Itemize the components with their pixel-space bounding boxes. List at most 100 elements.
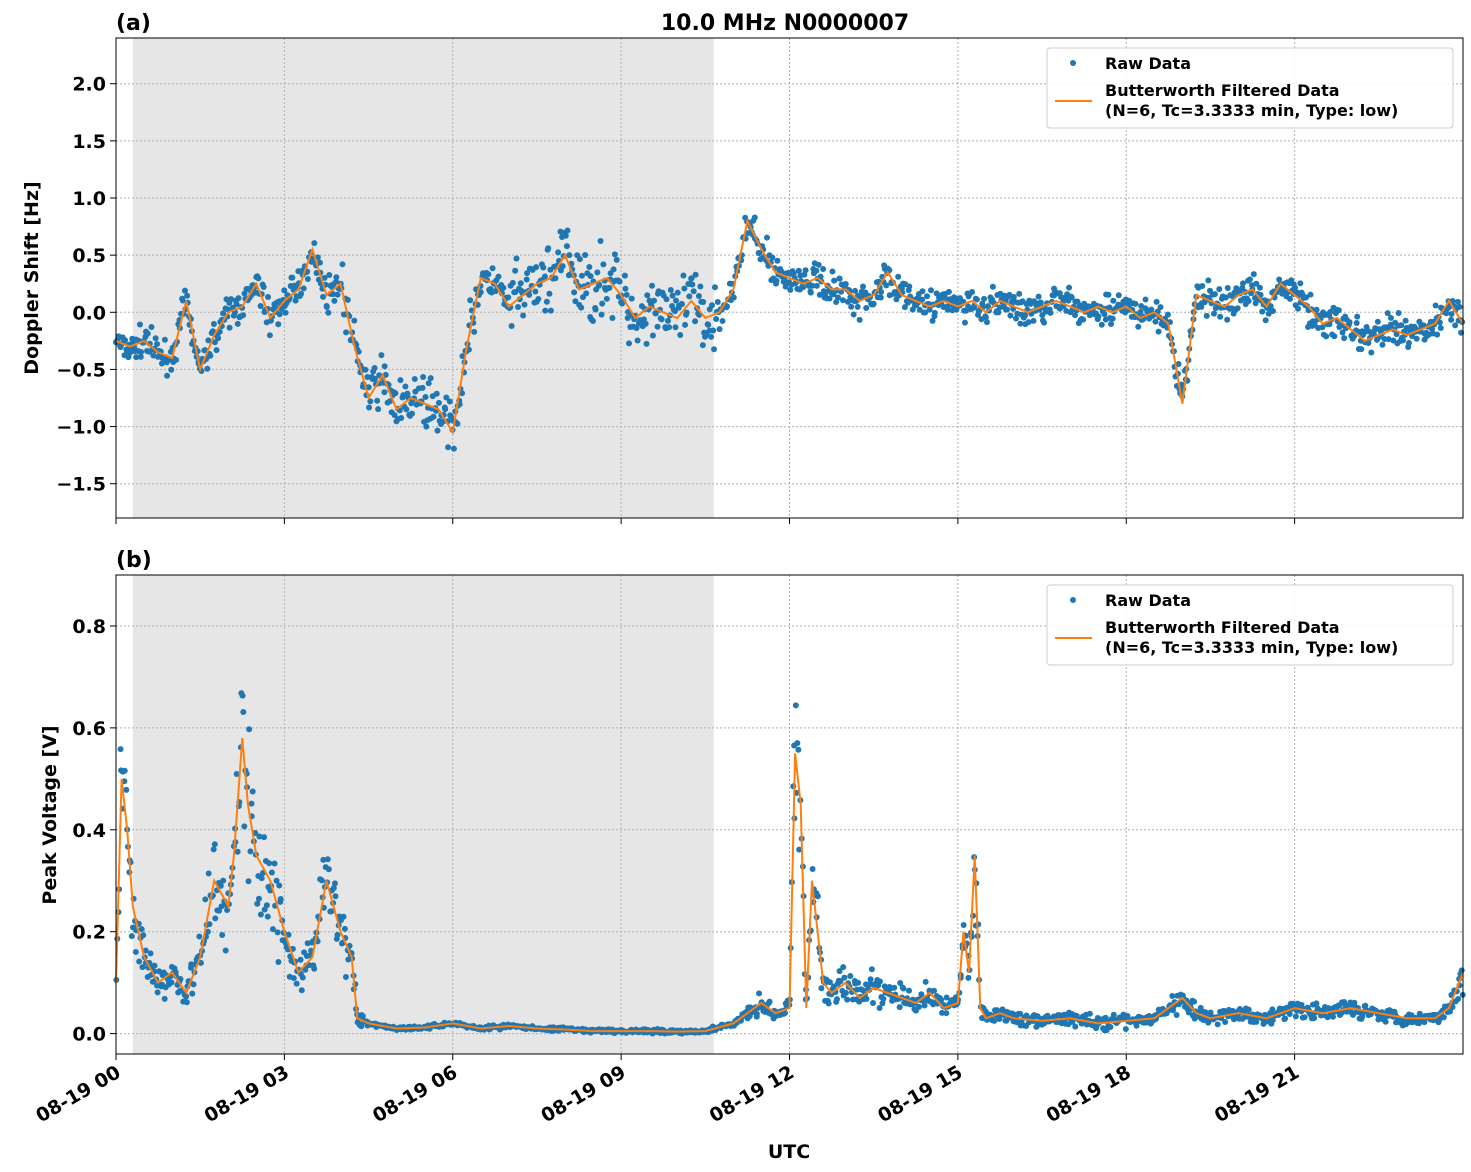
raw-data-point <box>820 266 827 273</box>
raw-data-point <box>578 272 585 279</box>
raw-data-point <box>897 979 904 986</box>
raw-data-point <box>1413 335 1420 342</box>
raw-data-point <box>148 323 155 330</box>
raw-data-point <box>690 288 697 295</box>
raw-data-point <box>1447 1008 1454 1015</box>
raw-data-point <box>341 925 348 932</box>
raw-data-point <box>526 291 533 298</box>
raw-data-point <box>216 907 223 914</box>
raw-data-point <box>381 389 388 396</box>
raw-data-point <box>330 291 337 298</box>
raw-data-point <box>841 974 848 981</box>
raw-data-point <box>1405 340 1412 347</box>
panel-voltage: (b) 0.0 0.2 0.4 0.6 0.8 Peak Voltage [V] Raw… <box>39 548 1466 1060</box>
y-tick-label: 1.5 <box>72 131 106 153</box>
raw-data-point <box>800 284 807 291</box>
raw-data-point <box>189 990 196 997</box>
raw-data-point <box>268 869 275 876</box>
raw-data-point <box>666 324 673 331</box>
raw-data-point <box>1455 996 1462 1003</box>
raw-data-point <box>196 933 203 940</box>
raw-data-point <box>258 875 265 882</box>
raw-data-point <box>183 999 190 1006</box>
raw-data-point <box>1214 1021 1221 1028</box>
raw-data-point <box>1155 328 1162 335</box>
raw-data-point <box>973 296 980 303</box>
raw-data-point <box>724 303 731 310</box>
legend-b: Raw Data Butterworth Filtered Data (N=6,… <box>1046 584 1454 666</box>
raw-data-point <box>943 994 950 1001</box>
raw-data-point <box>128 933 135 940</box>
raw-data-point <box>856 316 863 323</box>
raw-data-point <box>1203 312 1210 319</box>
raw-data-point <box>855 979 862 986</box>
raw-data-point <box>1132 300 1139 307</box>
raw-data-point <box>367 398 374 405</box>
raw-data-point <box>430 413 437 420</box>
raw-data-point <box>147 950 154 957</box>
raw-data-point <box>598 311 605 318</box>
x-tick-label: 08-19 00 <box>32 1061 124 1127</box>
raw-data-point <box>787 286 794 293</box>
raw-data-point <box>658 316 665 323</box>
raw-data-point <box>582 251 589 258</box>
raw-data-point <box>943 1010 950 1017</box>
raw-data-point <box>643 340 650 347</box>
raw-data-point <box>773 277 780 284</box>
raw-data-point <box>1191 998 1198 1005</box>
raw-data-point <box>1286 1010 1293 1017</box>
raw-data-point <box>249 788 256 795</box>
raw-data-point <box>331 297 338 304</box>
raw-data-point <box>815 261 822 268</box>
raw-data-point <box>1035 293 1042 300</box>
raw-data-point <box>863 305 870 312</box>
raw-data-point <box>623 291 630 298</box>
raw-data-point <box>809 866 816 873</box>
raw-data-point <box>381 363 388 370</box>
raw-data-a <box>113 214 1466 452</box>
raw-data-point <box>425 380 432 387</box>
raw-data-point <box>540 264 547 271</box>
raw-data-point <box>814 893 821 900</box>
raw-data-point <box>340 913 347 920</box>
raw-data-point <box>1452 322 1459 329</box>
raw-data-point <box>1010 293 1017 300</box>
raw-data-point <box>234 320 241 327</box>
raw-data-point <box>1169 992 1176 999</box>
raw-data-point <box>1346 319 1353 326</box>
raw-data-point <box>626 340 633 347</box>
raw-data-point <box>378 352 385 359</box>
raw-data-point <box>848 303 855 310</box>
raw-data-point <box>818 985 825 992</box>
raw-data-point <box>663 296 670 303</box>
raw-data-point <box>261 834 268 841</box>
raw-data-point <box>117 746 124 753</box>
raw-data-point <box>883 282 890 289</box>
raw-data-point <box>173 356 180 363</box>
raw-data-point <box>994 1007 1001 1014</box>
raw-data-point <box>316 259 323 266</box>
raw-data-point <box>571 289 578 296</box>
raw-data-point <box>290 975 297 982</box>
raw-data-point <box>652 310 659 317</box>
raw-data-point <box>422 393 429 400</box>
raw-data-point <box>576 256 583 263</box>
raw-data-point <box>709 302 716 309</box>
raw-data-point <box>960 922 967 929</box>
raw-data-point <box>711 346 718 353</box>
raw-data-point <box>512 267 519 274</box>
raw-data-point <box>398 414 405 421</box>
raw-data-point <box>1175 360 1182 367</box>
raw-data-point <box>1030 317 1037 324</box>
raw-data-point <box>546 290 553 297</box>
raw-data-point <box>877 294 884 301</box>
legend-raw-label-b: Raw Data <box>1105 591 1191 610</box>
raw-data-point <box>168 366 175 373</box>
raw-data-point <box>671 308 678 315</box>
raw-data-point <box>1106 304 1113 311</box>
raw-data-point <box>1108 321 1115 328</box>
raw-data-point <box>697 283 704 290</box>
raw-data-point <box>778 268 785 275</box>
raw-data-point <box>1191 1015 1198 1022</box>
raw-data-point <box>150 352 157 359</box>
